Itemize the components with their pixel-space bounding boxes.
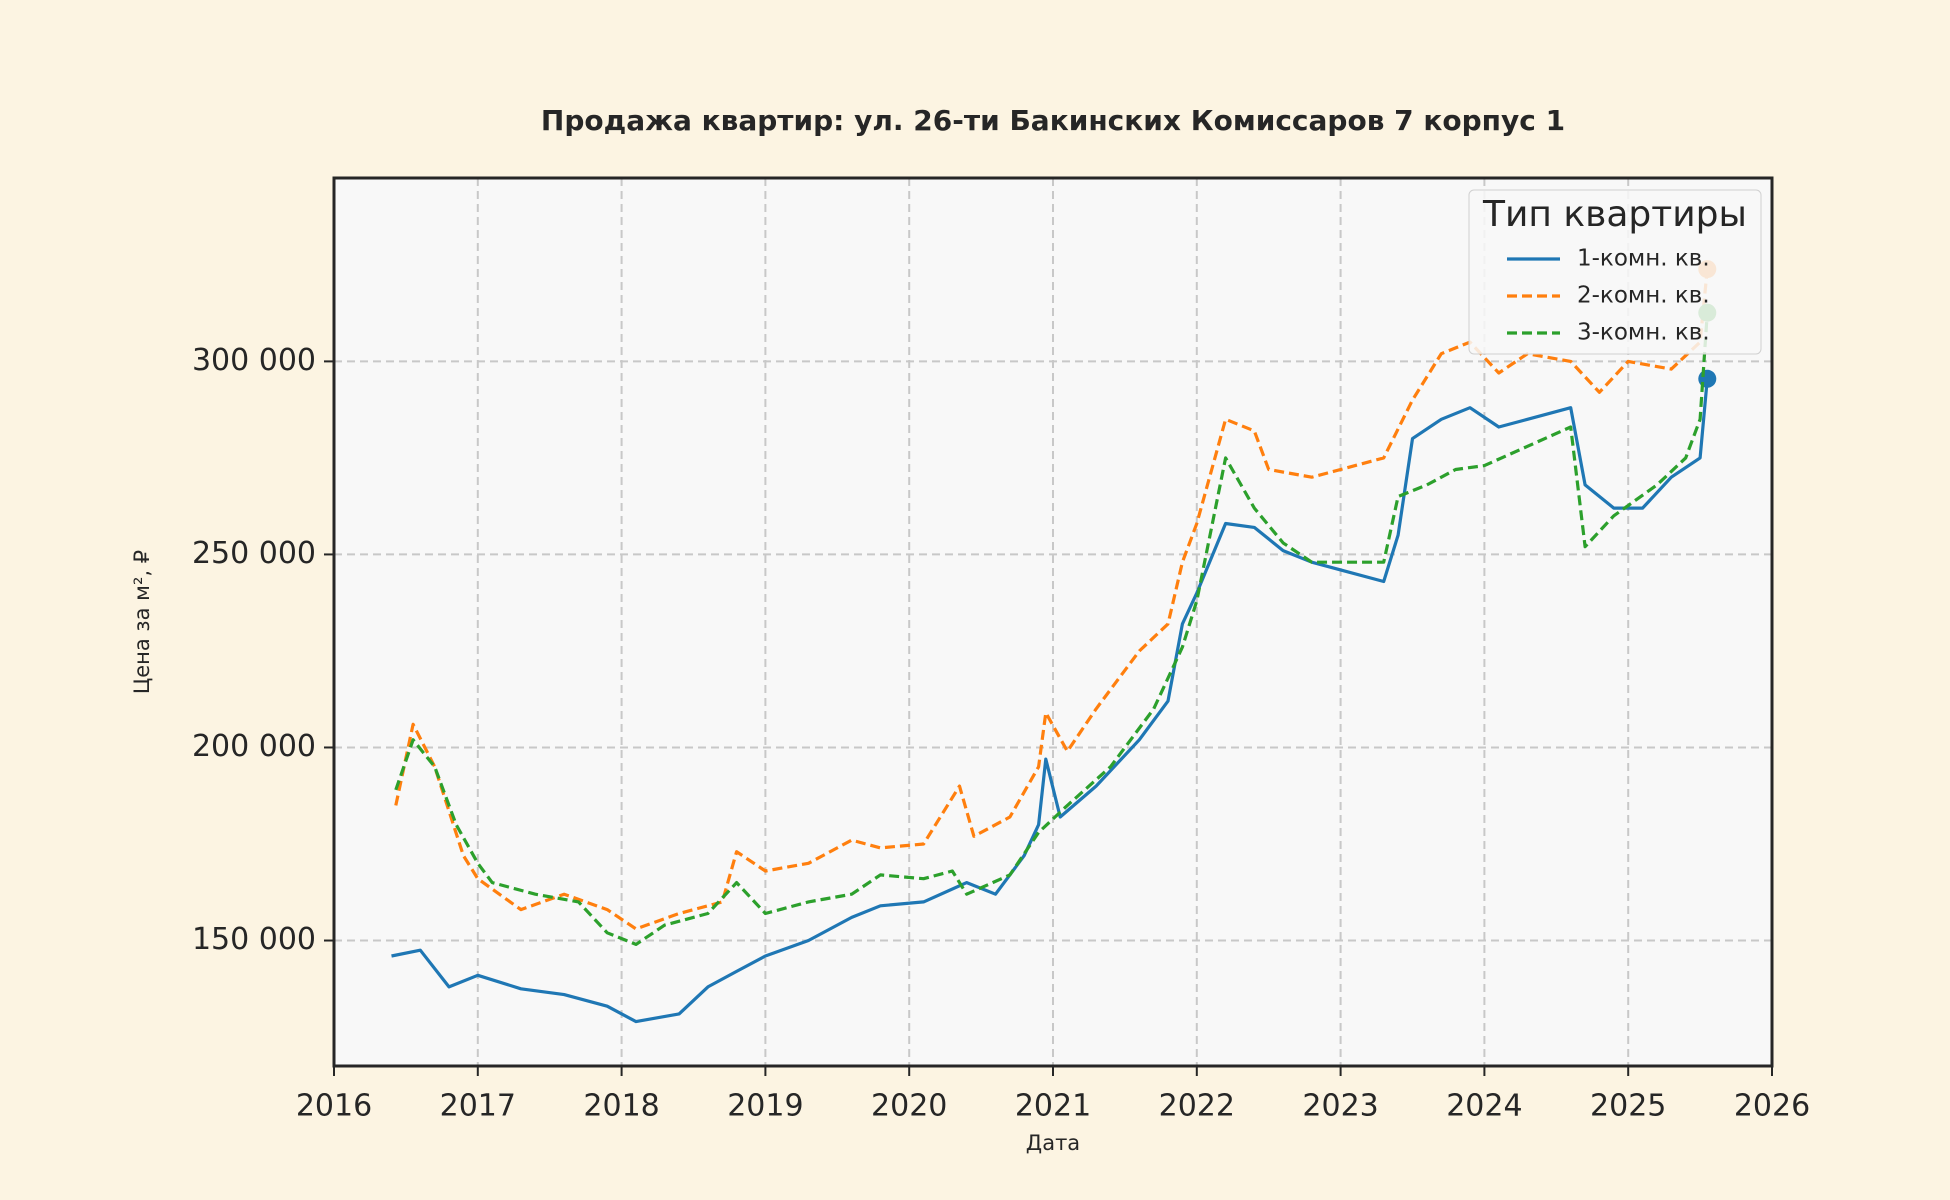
legend: Тип квартиры 1-комн. кв. 2-комн. кв. 3-ком… xyxy=(1468,189,1762,355)
legend-label: 2-комн. кв. xyxy=(1577,283,1710,309)
legend-label: 1-комн. кв. xyxy=(1577,246,1710,272)
x-tick-label: 2025 xyxy=(1590,1089,1666,1124)
legend-label: 3-комн. кв. xyxy=(1577,320,1710,346)
x-tick-label: 2019 xyxy=(727,1089,803,1124)
y-tick-label: 250 000 xyxy=(192,536,316,571)
x-tick-label: 2022 xyxy=(1159,1089,1235,1124)
legend-box xyxy=(1468,189,1762,355)
x-tick-label: 2024 xyxy=(1446,1089,1522,1124)
x-axis-label: Дата xyxy=(1026,1131,1080,1155)
x-tick-label: 2021 xyxy=(1015,1089,1091,1124)
series-line xyxy=(394,268,1709,931)
y-tick-label: 200 000 xyxy=(192,729,316,764)
y-axis-label: Цена за м², ₽ xyxy=(130,550,154,694)
chart-title: Продажа квартир: ул. 26-ти Бакинских Ком… xyxy=(541,104,1565,137)
y-tick-label: 300 000 xyxy=(192,343,316,378)
series-line xyxy=(391,378,1709,1024)
x-tick-label: 2023 xyxy=(1302,1089,1378,1124)
x-tick-label: 2017 xyxy=(440,1089,516,1124)
legend-title: Тип квартиры xyxy=(1482,194,1747,235)
series-line xyxy=(394,312,1709,946)
x-tick-label: 2020 xyxy=(871,1089,947,1124)
y-tick-label: 150 000 xyxy=(192,922,316,957)
x-tick-label: 2016 xyxy=(296,1089,372,1124)
x-tick-label: 2026 xyxy=(1734,1089,1810,1124)
x-tick-label: 2018 xyxy=(583,1089,659,1124)
